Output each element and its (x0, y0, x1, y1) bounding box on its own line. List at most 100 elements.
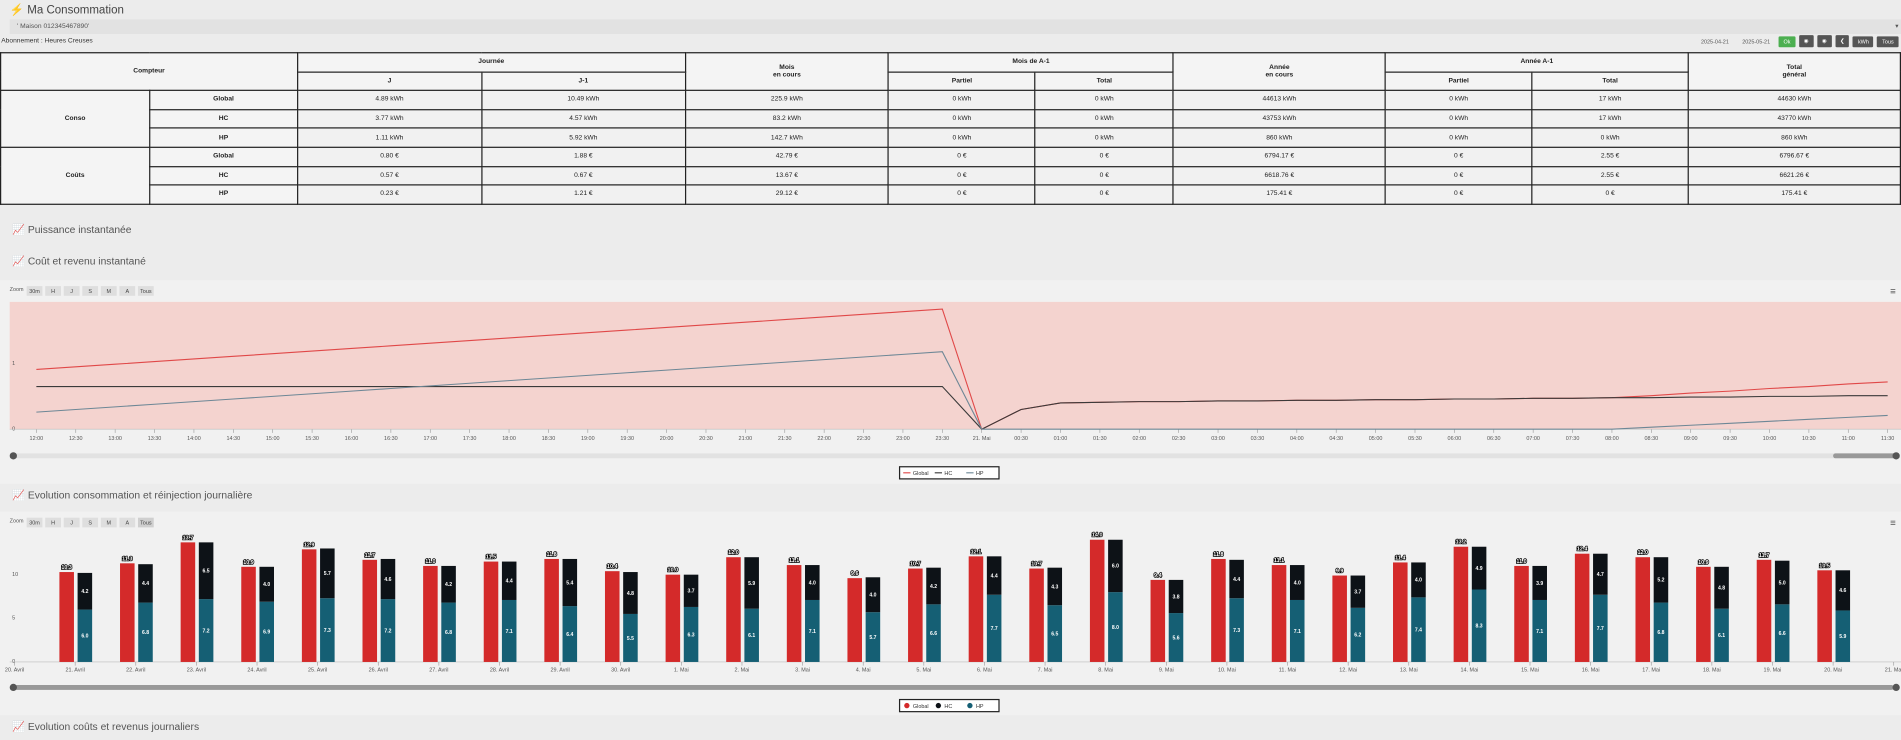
unit-button[interactable]: kWh (1853, 35, 1874, 47)
cell: 0 kWh (888, 89, 1036, 111)
x-tick-label: 00:30 (1014, 436, 1028, 442)
data-label: 6.1 (748, 633, 755, 639)
x-tick-label: 10:30 (1802, 436, 1816, 442)
zoom-button[interactable] (137, 286, 154, 296)
zoom-button[interactable] (82, 517, 99, 528)
sub-header: Partiel (1384, 71, 1533, 92)
scroll-thumb[interactable] (1833, 453, 1897, 459)
data-label: 11.4 (1395, 555, 1405, 561)
icon-button[interactable]: ◉ (1798, 35, 1814, 48)
data-label: 7.3 (1233, 628, 1240, 634)
date-start[interactable]: 2025-04-21 (1700, 38, 1729, 45)
header-text: Journée (478, 58, 505, 66)
bar (847, 578, 862, 662)
stacked-bar (1471, 589, 1487, 662)
data-label: 11.0 (1516, 559, 1526, 565)
x-tick-label: 9. Mai (1159, 668, 1174, 674)
data-label: 10.0 (668, 568, 679, 574)
header-text: Total (1786, 64, 1803, 72)
all-button[interactable]: Tous (1877, 35, 1899, 47)
cell: 2.55 € (1531, 165, 1689, 186)
scroll-handle[interactable] (9, 683, 17, 692)
stacked-bar (380, 558, 396, 600)
zoom-button[interactable] (137, 517, 154, 528)
x-tick-label: 07:30 (1566, 436, 1580, 442)
stacked-bar (683, 606, 699, 662)
ok-button[interactable]: Ok (1778, 35, 1796, 47)
scroll-thumb[interactable] (14, 684, 1894, 690)
row-group: Coûts (0, 146, 151, 205)
zoom-button[interactable] (100, 286, 117, 296)
stacked-bar (1774, 604, 1790, 662)
x-tick-label: 6. Mai (977, 668, 992, 674)
stacked-bar (1593, 594, 1608, 662)
bar (1271, 565, 1287, 662)
data-label: 10.9 (1698, 560, 1709, 566)
icon-button[interactable]: ◉ (1817, 35, 1832, 48)
header-text: en cours (1265, 71, 1294, 79)
legend-label: HC (944, 471, 952, 477)
data-row: HC 3.77 kWh 4.57 kWh 83.2 kWh 0 kWh 0 kWh 4375… (1, 108, 1901, 129)
stacked-bar (320, 548, 335, 599)
data-label: 5.9 (748, 581, 755, 587)
column-header: Compteur (0, 52, 299, 92)
data-label: 11.7 (365, 553, 375, 559)
x-tick-label: 4. Mai (856, 668, 871, 674)
data-label: 5.4 (566, 580, 573, 586)
x-tick-label: 06:30 (1487, 436, 1501, 442)
cell: 0 kWh (1384, 89, 1533, 111)
date-end[interactable]: 2025-05-21 (1742, 38, 1771, 45)
stacked-bar (1108, 539, 1123, 593)
cell: 0 € (1034, 165, 1174, 186)
cell: 0 kWh (888, 108, 1036, 129)
plot-background (9, 301, 1901, 430)
zoom-button[interactable] (119, 286, 136, 296)
home-select[interactable]: ' Maison 012345467890' ▾ (9, 19, 1901, 34)
x-tick-label: 20. Avril (5, 668, 24, 674)
zoom-button[interactable] (100, 517, 117, 528)
scroll-track (12, 453, 1897, 459)
x-tick-label: 24. Avril (247, 668, 266, 674)
x-tick-label: 20. Mai (1824, 668, 1842, 674)
menu-icon[interactable]: ≡ (1890, 287, 1896, 298)
x-tick-label: 30. Avril (611, 668, 630, 674)
scroll-handle[interactable] (1892, 683, 1900, 692)
zoom-button[interactable] (119, 517, 136, 528)
scroll-handle[interactable] (9, 452, 17, 460)
header-text: Mois (779, 64, 795, 72)
data-label: 9.4 (1154, 573, 1162, 579)
zoom-button[interactable] (82, 286, 99, 296)
cell: 1.11 kWh (296, 127, 483, 148)
sub-header: Total (1531, 71, 1689, 92)
bar (241, 566, 256, 662)
x-tick-label: 21. Mai (973, 436, 991, 442)
zoom-button[interactable] (63, 517, 80, 528)
cell: 6621.26 € (1687, 165, 1901, 186)
x-tick-label: 16. Mai (1582, 668, 1600, 674)
cell: 0 kWh (1034, 89, 1174, 111)
section-title: 📈 Evolution coûts et revenus journaliers (12, 720, 200, 733)
data-label: 3.8 (1172, 594, 1179, 600)
sub-header: J-1 (480, 71, 686, 92)
cell: 6618.76 € (1172, 165, 1386, 186)
back-button[interactable]: ❮ (1835, 35, 1850, 48)
stacked-bar (198, 599, 214, 662)
zoom-button[interactable] (45, 286, 61, 296)
x-tick-label: 02:00 (1132, 436, 1146, 442)
data-label: 9.9 (1336, 569, 1344, 575)
x-tick-label: 09:30 (1723, 436, 1737, 442)
menu-icon[interactable]: ≡ (1890, 518, 1896, 529)
data-label: 11.1 (1274, 558, 1284, 564)
legend-symbol (935, 702, 942, 709)
cell: 42.79 € (684, 146, 890, 167)
column-header: Mois en cours (684, 52, 890, 92)
zoom-button[interactable] (26, 517, 43, 528)
zoom-button[interactable] (26, 286, 43, 296)
legend-label: HC (944, 704, 952, 710)
bar (1393, 562, 1408, 662)
header-text: Année (1269, 64, 1290, 72)
data-label: 4.8 (627, 591, 634, 597)
zoom-button[interactable] (45, 517, 61, 528)
zoom-button[interactable] (63, 286, 80, 296)
scroll-handle[interactable] (1892, 452, 1900, 460)
